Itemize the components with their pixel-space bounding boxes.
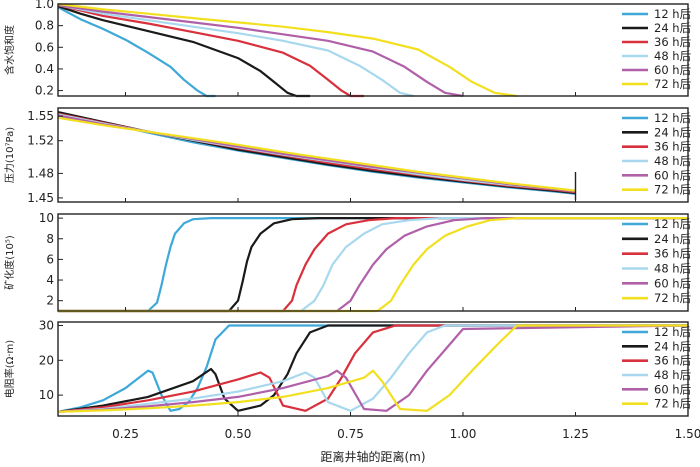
x-axis-title: 距离井轴的距离(m) bbox=[320, 449, 425, 464]
y-tick-label-salinity-2: 6 bbox=[46, 252, 54, 266]
series-line-saturation-1 bbox=[57, 6, 216, 98]
legend-label-salinity-1: 12 h后 bbox=[654, 217, 691, 231]
panel-frame-resistivity bbox=[57, 321, 689, 417]
y-tick-label-salinity-4: 2 bbox=[46, 294, 54, 308]
legend-label-pressure-1: 12 h后 bbox=[654, 111, 691, 125]
legend-label-pressure-6: 72 h后 bbox=[654, 183, 691, 197]
legend-label-saturation-4: 48 h后 bbox=[654, 49, 691, 63]
y-tick-label-saturation-2: 0.6 bbox=[35, 40, 54, 54]
series-line-pressure-4 bbox=[57, 113, 576, 193]
y-axis-label-pressure: 压力(10⁷Pa) bbox=[3, 127, 16, 183]
x-tick-label-0: 0.25 bbox=[112, 427, 139, 441]
series-line-saturation-4 bbox=[57, 4, 414, 98]
legend-label-salinity-2: 24 h后 bbox=[654, 232, 691, 246]
legend-label-saturation-3: 36 h后 bbox=[654, 35, 691, 49]
panel-frame-pressure bbox=[57, 107, 689, 203]
x-tick-label-4: 1.25 bbox=[562, 427, 589, 441]
series-line-saturation-3 bbox=[57, 4, 364, 98]
legend-label-pressure-5: 60 h后 bbox=[654, 168, 691, 182]
y-tick-label-resistivity-2: 10 bbox=[39, 388, 54, 402]
series-line-saturation-5 bbox=[57, 4, 464, 98]
series-line-resistivity-3 bbox=[57, 324, 688, 413]
x-tick-label-2: 0.75 bbox=[337, 427, 364, 441]
series-line-salinity-1 bbox=[58, 217, 688, 313]
series-line-resistivity-5 bbox=[57, 324, 689, 413]
series-line-saturation-2 bbox=[57, 5, 310, 98]
y-tick-label-salinity-0: 10 bbox=[39, 211, 54, 225]
series-line-pressure-3 bbox=[57, 112, 576, 194]
legend-label-resistivity-5: 60 h后 bbox=[654, 382, 691, 396]
legend-label-resistivity-4: 48 h后 bbox=[654, 368, 691, 382]
legend-label-pressure-2: 24 h后 bbox=[654, 125, 691, 139]
legend-label-saturation-5: 60 h后 bbox=[654, 63, 691, 77]
y-tick-label-saturation-3: 0.4 bbox=[35, 62, 54, 76]
series-line-salinity-5 bbox=[58, 217, 688, 313]
y-axis-label-saturation: 含水饱和度 bbox=[3, 25, 16, 75]
series-line-salinity-2 bbox=[58, 217, 688, 313]
y-tick-label-saturation-4: 0.2 bbox=[35, 84, 54, 98]
x-tick-label-5: 1.50 bbox=[675, 427, 700, 441]
series-line-pressure-6 bbox=[57, 116, 576, 192]
series-line-salinity-3 bbox=[58, 217, 688, 313]
legend-label-salinity-4: 48 h后 bbox=[654, 262, 691, 276]
legend-label-salinity-6: 72 h后 bbox=[654, 291, 691, 305]
legend-label-saturation-2: 24 h后 bbox=[654, 21, 691, 35]
legend-label-saturation-6: 72 h后 bbox=[654, 77, 691, 91]
y-tick-label-saturation-1: 0.8 bbox=[35, 19, 54, 33]
series-line-salinity-6 bbox=[58, 217, 688, 313]
y-axis-label-salinity: 矿化度(10⁵) bbox=[3, 235, 16, 290]
series-line-resistivity-2 bbox=[57, 324, 688, 413]
y-tick-label-resistivity-1: 20 bbox=[39, 353, 54, 367]
legend-label-resistivity-6: 72 h后 bbox=[654, 397, 691, 411]
panel-frame-saturation bbox=[57, 3, 689, 97]
y-tick-label-saturation-0: 1.0 bbox=[35, 0, 54, 11]
y-axis-label-resistivity: 电阻率(Ω·m) bbox=[3, 340, 16, 398]
legend-label-pressure-4: 48 h后 bbox=[654, 154, 691, 168]
series-line-saturation-6 bbox=[57, 2, 518, 98]
legend-label-resistivity-1: 12 h后 bbox=[654, 325, 691, 339]
series-line-salinity-4 bbox=[58, 217, 688, 313]
legend-label-saturation-1: 12 h后 bbox=[654, 7, 691, 21]
x-tick-label-1: 0.50 bbox=[225, 427, 252, 441]
series-line-pressure-5 bbox=[57, 114, 576, 193]
legend-label-pressure-3: 36 h后 bbox=[654, 140, 691, 154]
series-line-resistivity-1 bbox=[57, 324, 688, 413]
legend-label-resistivity-2: 24 h后 bbox=[654, 339, 691, 353]
legend-label-salinity-3: 36 h后 bbox=[654, 247, 691, 261]
x-tick-label-3: 1.00 bbox=[450, 427, 477, 441]
y-tick-label-salinity-3: 4 bbox=[46, 273, 54, 287]
y-tick-label-pressure-1: 1.52 bbox=[27, 134, 54, 148]
y-tick-label-resistivity-0: 30 bbox=[39, 318, 54, 332]
legend-label-resistivity-3: 36 h后 bbox=[654, 354, 691, 368]
y-tick-label-salinity-1: 8 bbox=[46, 232, 54, 246]
series-line-resistivity-6 bbox=[57, 324, 688, 413]
legend-label-salinity-5: 60 h后 bbox=[654, 276, 691, 290]
y-tick-label-pressure-0: 1.55 bbox=[27, 109, 54, 123]
y-tick-label-pressure-2: 1.48 bbox=[27, 166, 54, 180]
y-tick-label-pressure-3: 1.45 bbox=[27, 191, 54, 205]
panel-frame-salinity bbox=[57, 213, 689, 312]
